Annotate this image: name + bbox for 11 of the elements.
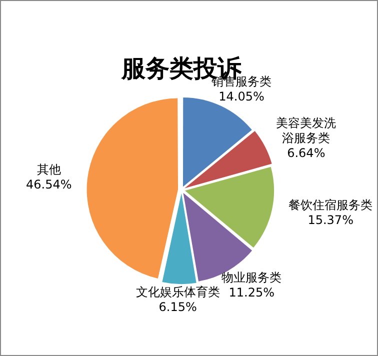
data-label: 14.05% [218, 90, 264, 104]
data-label: 46.54% [26, 178, 72, 192]
slice-label: 物业服务类 [222, 270, 282, 284]
slice-label: 餐饮住宿服务类 [288, 198, 373, 212]
slice-label: 文化娱乐体育类 [136, 284, 220, 299]
slice-label: 美容美发洗浴服务类 [276, 116, 336, 146]
slice-label: 其他 [36, 162, 61, 177]
data-label: 6.15% [158, 300, 197, 314]
data-label: 11.25% [228, 285, 274, 300]
data-label: 6.64% [287, 146, 326, 160]
data-label: 15.37% [308, 212, 354, 227]
